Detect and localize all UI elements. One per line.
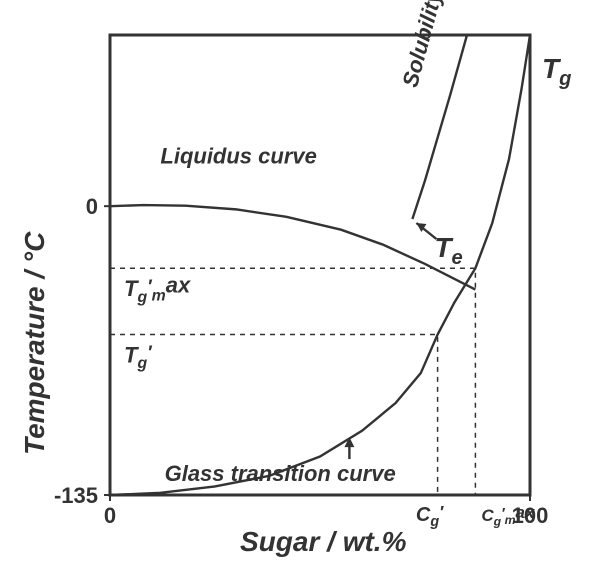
liquidus-label: Liquidus curve (160, 143, 316, 168)
y-tick-label: 0 (86, 194, 98, 219)
cg-prime-label: Cg′ (416, 503, 444, 531)
tg-prime-max-label: Tg′max (124, 273, 191, 306)
glass-label: Glass transition curve (165, 461, 396, 486)
glass-transition-curve (110, 35, 530, 495)
glass-arrow-head (344, 437, 354, 447)
x-tick-label: 0 (104, 503, 116, 528)
x-axis-label: Sugar / wt.% (240, 526, 407, 557)
te-label: Te (434, 232, 462, 269)
y-tick-label: -135 (54, 483, 98, 508)
tg-prime-label: Tg′ (124, 342, 153, 372)
plot-frame (110, 35, 530, 495)
y-axis-label: Temperature / °C (19, 231, 50, 455)
tg-label: Tg (542, 53, 571, 90)
solubility-label: Solubility curve (397, 0, 464, 90)
